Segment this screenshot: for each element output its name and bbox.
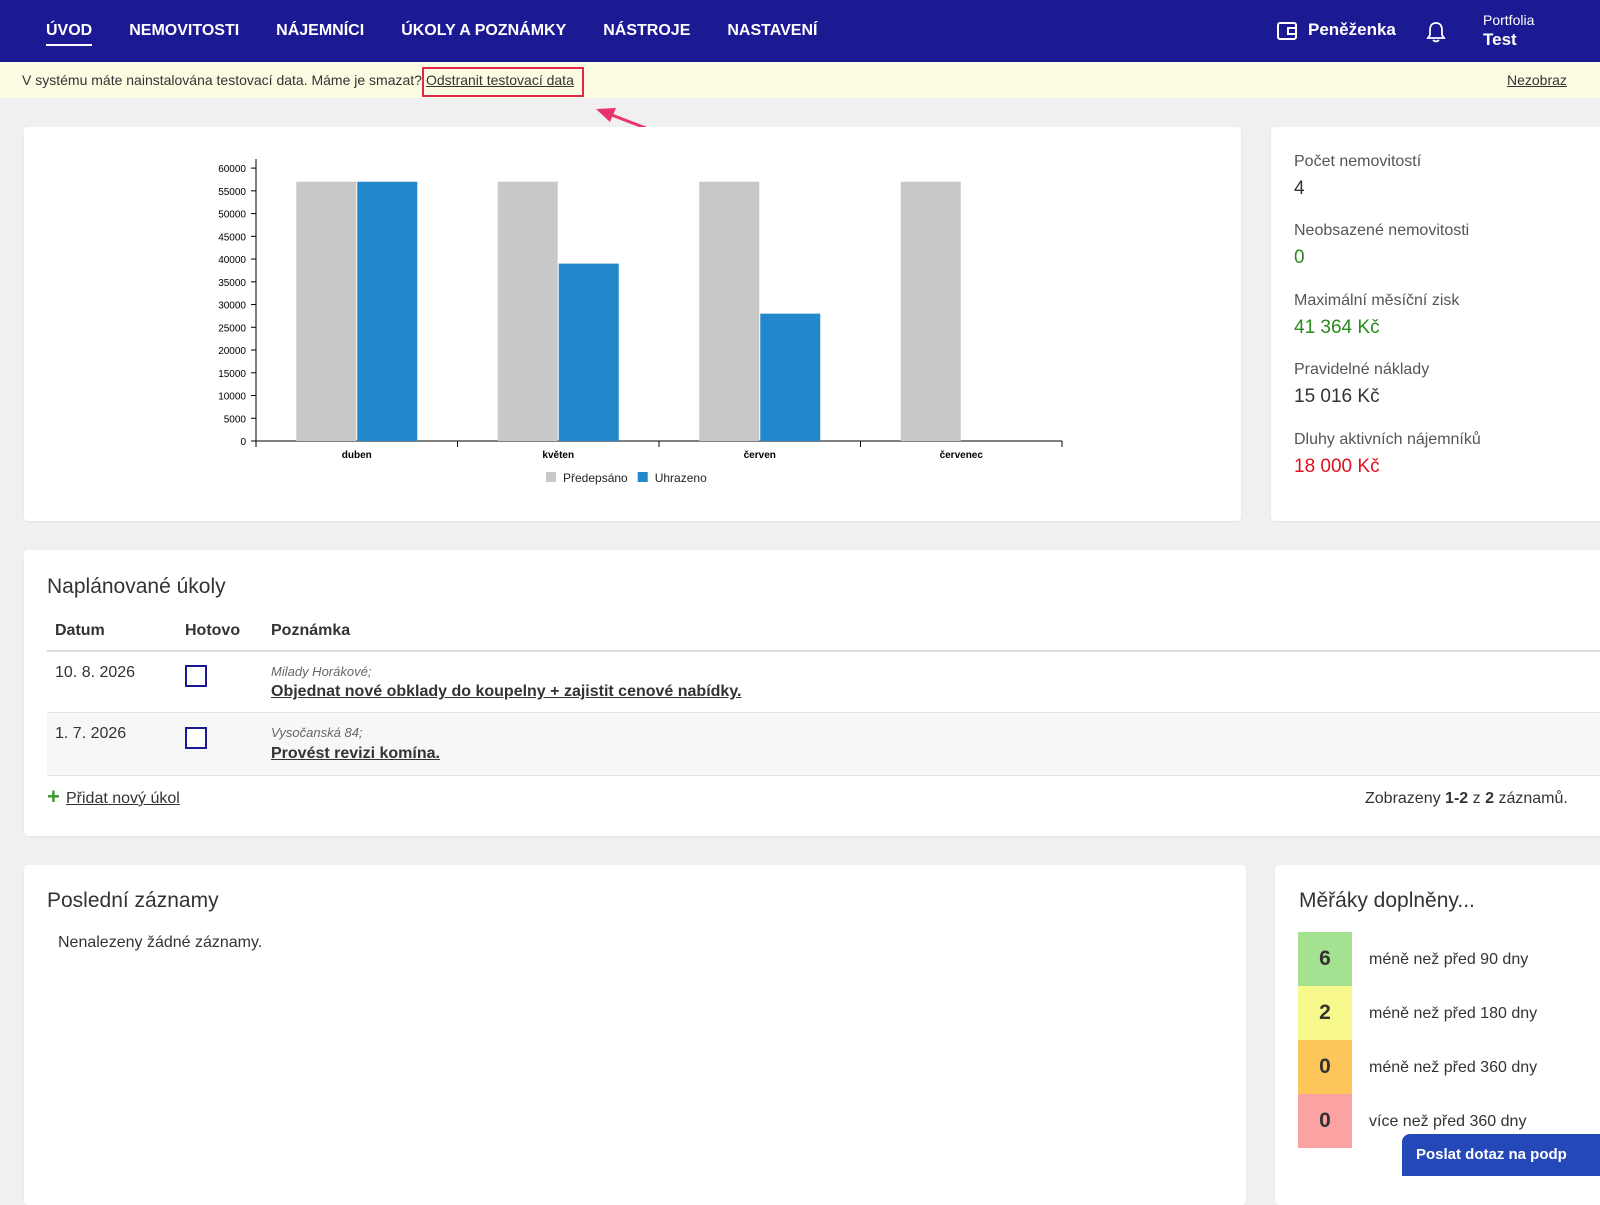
banner-text: V systému máte nainstalována testovací d… [22,72,422,88]
meter-count: 6 [1298,932,1352,986]
legend-label: Předepsáno [563,471,628,485]
portfolio-label: Portfolia [1483,12,1535,28]
meter-count: 2 [1298,986,1352,1040]
nav-item[interactable]: NASTAVENÍ [727,22,818,39]
add-task-link[interactable]: Přidat nový úkol [66,790,180,807]
task-date: 10. 8. 2026 [55,664,136,681]
meter-count: 0 [1298,1040,1352,1094]
header-rule [47,650,1600,652]
section-title: Poslední záznamy [47,889,219,912]
empty-message: Nenalezeny žádné záznamy. [58,934,263,951]
y-tick-label: 50000 [218,210,246,221]
stat-value: 41 364 Kč [1294,317,1380,338]
task-place: Milady Horákové; [271,664,372,679]
x-tick-label: červenec [940,450,984,461]
bell-icon[interactable] [1425,21,1447,43]
top-nav: ÚVOD NEMOVITOSTI NÁJEMNÍCI ÚKOLY A POZNÁ… [0,0,1600,62]
wallet-link[interactable]: Peněženka [1308,20,1396,39]
stat-label: Pravidelné náklady [1294,361,1430,378]
plus-icon: + [47,784,60,809]
test-data-banner: V systému máte nainstalována testovací d… [0,62,1600,98]
column-header[interactable]: Hotovo [185,622,241,639]
dismiss-link[interactable]: Nezobraz [1507,72,1567,88]
done-checkbox[interactable] [185,665,207,687]
stat-value: 4 [1294,178,1305,199]
summary-range: 1-2 [1445,790,1469,807]
task-note[interactable]: Provést revizi komína. [271,745,440,762]
legend-swatch [546,472,556,482]
meter-label: méně než před 90 dny [1369,951,1529,968]
x-tick-label: červen [744,450,776,461]
tasks-card: Naplánované úkoly Datum Hotovo Poznámka … [24,550,1600,836]
y-tick-label: 5000 [224,414,247,425]
done-checkbox[interactable] [185,727,207,749]
y-tick-label: 30000 [218,301,246,312]
wallet-icon [1277,22,1297,40]
chart: 0 5000 10000 15000 20000 25000 30000 35000 40000… [218,159,1063,485]
x-tick-label: duben [342,450,372,461]
portfolio-name[interactable]: Test [1483,30,1517,49]
meter-label: více než před 360 dny [1369,1113,1527,1130]
meter-count: 0 [1298,1094,1352,1148]
stats-card: Počet nemovitostí 4 Neobsazené nemovitos… [1271,127,1600,521]
y-tick-label: 0 [240,437,246,448]
y-tick-label: 35000 [218,278,246,289]
nav-item[interactable]: ÚVOD [46,22,93,46]
summary-total: 2 [1485,790,1494,807]
stat-label: Neobsazené nemovitosti [1294,222,1470,239]
y-tick-label: 55000 [218,187,246,198]
column-header[interactable]: Poznámka [271,622,351,639]
section-title: Naplánované úkoly [47,575,226,598]
row-stripe [47,712,1600,776]
y-tick-label: 10000 [218,392,246,403]
bar [497,181,558,441]
bar [357,181,418,441]
stat-label: Dluhy aktivních nájemníků [1294,431,1481,448]
y-tick-label: 45000 [218,232,246,243]
summary-text: Zobrazeny [1365,790,1441,807]
stat-label: Maximální měsíční zisk [1294,292,1460,309]
y-tick-label: 40000 [218,255,246,266]
remove-test-data-link[interactable]: Odstranit testovací data [426,72,574,88]
legend-swatch [637,472,648,482]
section-title: Měřáky doplněny... [1299,889,1475,912]
y-tick-label: 20000 [218,346,246,357]
records-summary: Zobrazeny 1-2 z 2 záznamů. [1365,790,1568,808]
bar [296,181,357,441]
stat-label: Počet nemovitostí [1294,153,1422,170]
nav-item[interactable]: NEMOVITOSTI [129,22,240,39]
y-tick-label: 25000 [218,323,246,334]
support-button[interactable]: Poslat dotaz na podp [1402,1134,1600,1176]
x-tick-label: květen [542,450,574,461]
bar [558,263,619,441]
stat-value: 0 [1294,247,1305,268]
task-note[interactable]: Objednat nové obklady do koupelny + zaji… [271,683,742,700]
chart-card: 0 5000 10000 15000 20000 25000 30000 35000 40000… [24,127,1241,521]
summary-text: záznamů. [1498,790,1568,807]
column-header[interactable]: Datum [55,622,105,639]
records-card: Poslední záznamy Nenalezeny žádné záznam… [24,865,1246,1205]
y-tick-label: 60000 [218,164,246,175]
nav-item[interactable]: NÁJEMNÍCI [276,22,365,39]
nav-item[interactable]: ÚKOLY A POZNÁMKY [401,22,567,39]
nav-item[interactable]: NÁSTROJE [603,22,691,39]
task-date: 1. 7. 2026 [55,725,127,742]
meter-label: méně než před 180 dny [1369,1005,1538,1022]
stat-value: 18 000 Kč [1294,456,1380,477]
nav-items: ÚVOD NEMOVITOSTI NÁJEMNÍCI ÚKOLY A POZNÁ… [46,0,817,62]
bar [699,181,760,441]
task-place: Vysočanská 84; [271,725,363,740]
y-tick-label: 15000 [218,369,246,380]
stat-value: 15 016 Kč [1294,386,1380,407]
highlight-box [422,67,584,97]
legend-label: Uhrazeno [655,471,707,485]
summary-text: z [1472,790,1481,807]
bar [760,313,821,441]
meter-label: méně než před 360 dny [1369,1059,1538,1076]
bar [900,181,961,441]
